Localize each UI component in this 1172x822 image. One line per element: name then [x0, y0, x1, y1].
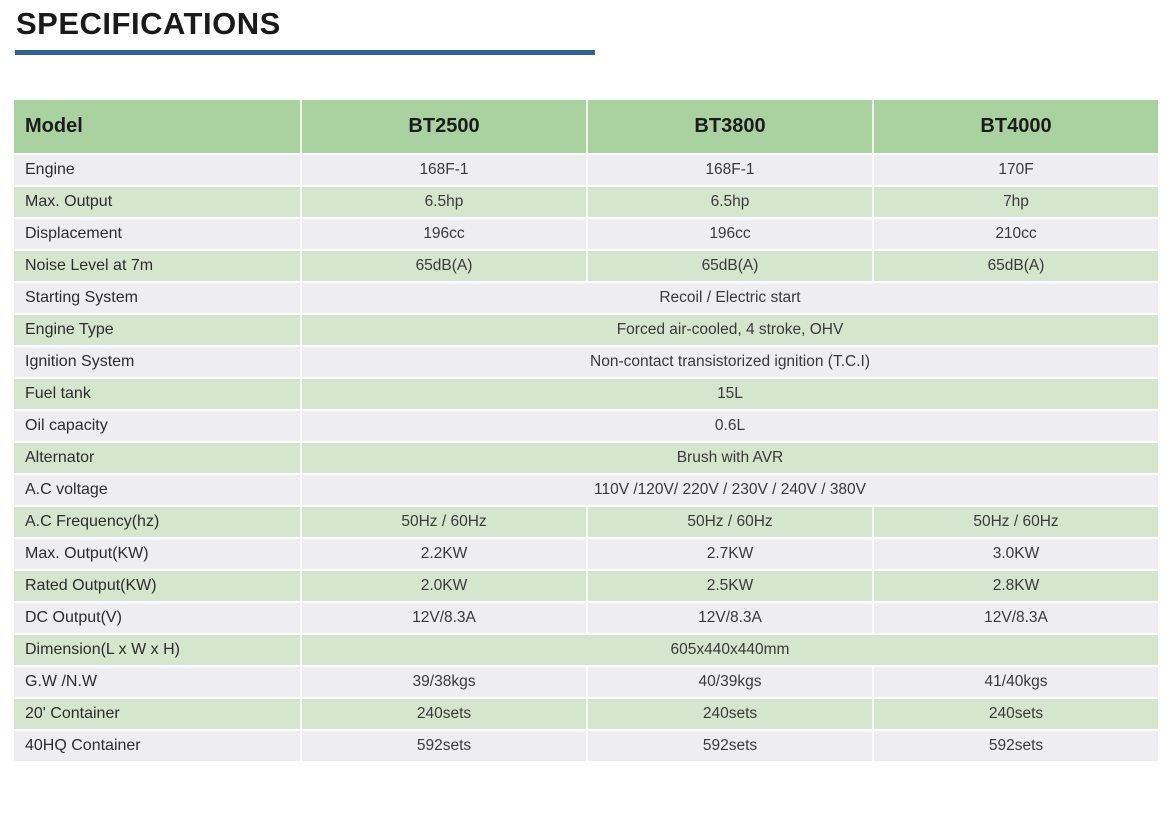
table-row: Alternator Brush with AVR — [14, 443, 1158, 475]
spec-value: 65dB(A) — [586, 251, 872, 283]
spec-value: 240sets — [300, 699, 586, 731]
spec-value: 168F-1 — [586, 155, 872, 187]
spec-value: 65dB(A) — [872, 251, 1158, 283]
table-row: Starting System Recoil / Electric start — [14, 283, 1158, 315]
table-row: Oil capacity 0.6L — [14, 411, 1158, 443]
spec-value: 2.2KW — [300, 539, 586, 571]
spec-value: 12V/8.3A — [872, 603, 1158, 635]
spec-value-merged: Forced air-cooled, 4 stroke, OHV — [300, 315, 1158, 347]
table-row: Engine Type Forced air-cooled, 4 stroke, … — [14, 315, 1158, 347]
title-underline-rule — [15, 50, 595, 55]
spec-label: A.C Frequency(hz) — [14, 507, 300, 539]
spec-label: Max. Output — [14, 187, 300, 219]
spec-value: 12V/8.3A — [586, 603, 872, 635]
spec-value: 2.7KW — [586, 539, 872, 571]
spec-label: A.C voltage — [14, 475, 300, 507]
spec-label: Alternator — [14, 443, 300, 475]
specifications-table: Model BT2500 BT3800 BT4000 Engine 168F-1 1… — [14, 100, 1158, 763]
spec-value-merged: Non-contact transistorized ignition (T.C… — [300, 347, 1158, 379]
table-row: Fuel tank 15L — [14, 379, 1158, 411]
spec-value-merged: 605x440x440mm — [300, 635, 1158, 667]
table-row: A.C voltage 110V /120V/ 220V / 230V / 240… — [14, 475, 1158, 507]
spec-value: 240sets — [586, 699, 872, 731]
spec-value: 6.5hp — [586, 187, 872, 219]
spec-label: Engine — [14, 155, 300, 187]
spec-label: 20' Container — [14, 699, 300, 731]
spec-label: Max. Output(KW) — [14, 539, 300, 571]
table-row: Rated Output(KW) 2.0KW 2.5KW 2.8KW — [14, 571, 1158, 603]
spec-value: 39/38kgs — [300, 667, 586, 699]
spec-value: 3.0KW — [872, 539, 1158, 571]
spec-table-body: Engine 168F-1 168F-1 170F Max. Output 6.5hp 6.… — [14, 155, 1158, 763]
spec-label: Rated Output(KW) — [14, 571, 300, 603]
spec-value-merged: 0.6L — [300, 411, 1158, 443]
spec-value: 592sets — [872, 731, 1158, 763]
spec-value-merged: Brush with AVR — [300, 443, 1158, 475]
spec-value-merged: 15L — [300, 379, 1158, 411]
spec-label: Engine Type — [14, 315, 300, 347]
spec-label: DC Output(V) — [14, 603, 300, 635]
table-row: A.C Frequency(hz) 50Hz / 60Hz 50Hz / 60Hz 5… — [14, 507, 1158, 539]
spec-label: Fuel tank — [14, 379, 300, 411]
header-row: Model BT2500 BT3800 BT4000 — [14, 100, 1158, 155]
spec-value: 168F-1 — [300, 155, 586, 187]
spec-value: 50Hz / 60Hz — [300, 507, 586, 539]
table-row: Max. Output(KW) 2.2KW 2.7KW 3.0KW — [14, 539, 1158, 571]
table-row: Max. Output 6.5hp 6.5hp 7hp — [14, 187, 1158, 219]
spec-value: 6.5hp — [300, 187, 586, 219]
spec-label: Starting System — [14, 283, 300, 315]
table-row: Ignition System Non-contact transistorize… — [14, 347, 1158, 379]
table-row: 40HQ Container 592sets 592sets 592sets — [14, 731, 1158, 763]
spec-value: 50Hz / 60Hz — [586, 507, 872, 539]
spec-value: 592sets — [586, 731, 872, 763]
spec-value: 210cc — [872, 219, 1158, 251]
spec-table-header: Model BT2500 BT3800 BT4000 — [14, 100, 1158, 155]
spec-value: 65dB(A) — [300, 251, 586, 283]
spec-value: 7hp — [872, 187, 1158, 219]
table-row: Engine 168F-1 168F-1 170F — [14, 155, 1158, 187]
spec-value: 196cc — [300, 219, 586, 251]
table-row: DC Output(V) 12V/8.3A 12V/8.3A 12V/8.3A — [14, 603, 1158, 635]
spec-value: 12V/8.3A — [300, 603, 586, 635]
spec-value-merged: 110V /120V/ 220V / 230V / 240V / 380V — [300, 475, 1158, 507]
table-row: Noise Level at 7m 65dB(A) 65dB(A) 65dB(A) — [14, 251, 1158, 283]
column-header-bt2500: BT2500 — [300, 100, 586, 155]
column-header-model: Model — [14, 100, 300, 155]
spec-label: Ignition System — [14, 347, 300, 379]
spec-value: 592sets — [300, 731, 586, 763]
spec-label: Displacement — [14, 219, 300, 251]
spec-label: G.W /N.W — [14, 667, 300, 699]
spec-label: Oil capacity — [14, 411, 300, 443]
spec-value: 240sets — [872, 699, 1158, 731]
table-row: G.W /N.W 39/38kgs 40/39kgs 41/40kgs — [14, 667, 1158, 699]
spec-value-merged: Recoil / Electric start — [300, 283, 1158, 315]
spec-value: 50Hz / 60Hz — [872, 507, 1158, 539]
spec-value: 40/39kgs — [586, 667, 872, 699]
spec-label: Dimension(L x W x H) — [14, 635, 300, 667]
spec-value: 170F — [872, 155, 1158, 187]
table-row: Displacement 196cc 196cc 210cc — [14, 219, 1158, 251]
spec-value: 2.5KW — [586, 571, 872, 603]
spec-value: 41/40kgs — [872, 667, 1158, 699]
spec-label: 40HQ Container — [14, 731, 300, 763]
spec-value: 2.8KW — [872, 571, 1158, 603]
table-row: 20' Container 240sets 240sets 240sets — [14, 699, 1158, 731]
spec-label: Noise Level at 7m — [14, 251, 300, 283]
table-row: Dimension(L x W x H) 605x440x440mm — [14, 635, 1158, 667]
column-header-bt4000: BT4000 — [872, 100, 1158, 155]
page-title: SPECIFICATIONS — [16, 6, 281, 41]
spec-value: 2.0KW — [300, 571, 586, 603]
spec-value: 196cc — [586, 219, 872, 251]
column-header-bt3800: BT3800 — [586, 100, 872, 155]
